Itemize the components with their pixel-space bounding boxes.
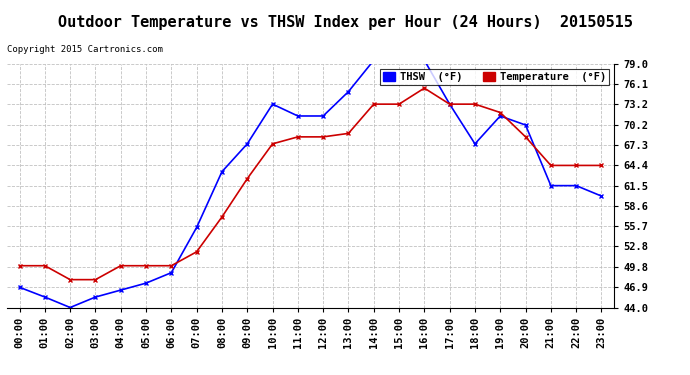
Text: Outdoor Temperature vs THSW Index per Hour (24 Hours)  20150515: Outdoor Temperature vs THSW Index per Ho… xyxy=(57,15,633,30)
Legend: THSW  (°F), Temperature  (°F): THSW (°F), Temperature (°F) xyxy=(380,69,609,85)
Text: Copyright 2015 Cartronics.com: Copyright 2015 Cartronics.com xyxy=(7,45,163,54)
